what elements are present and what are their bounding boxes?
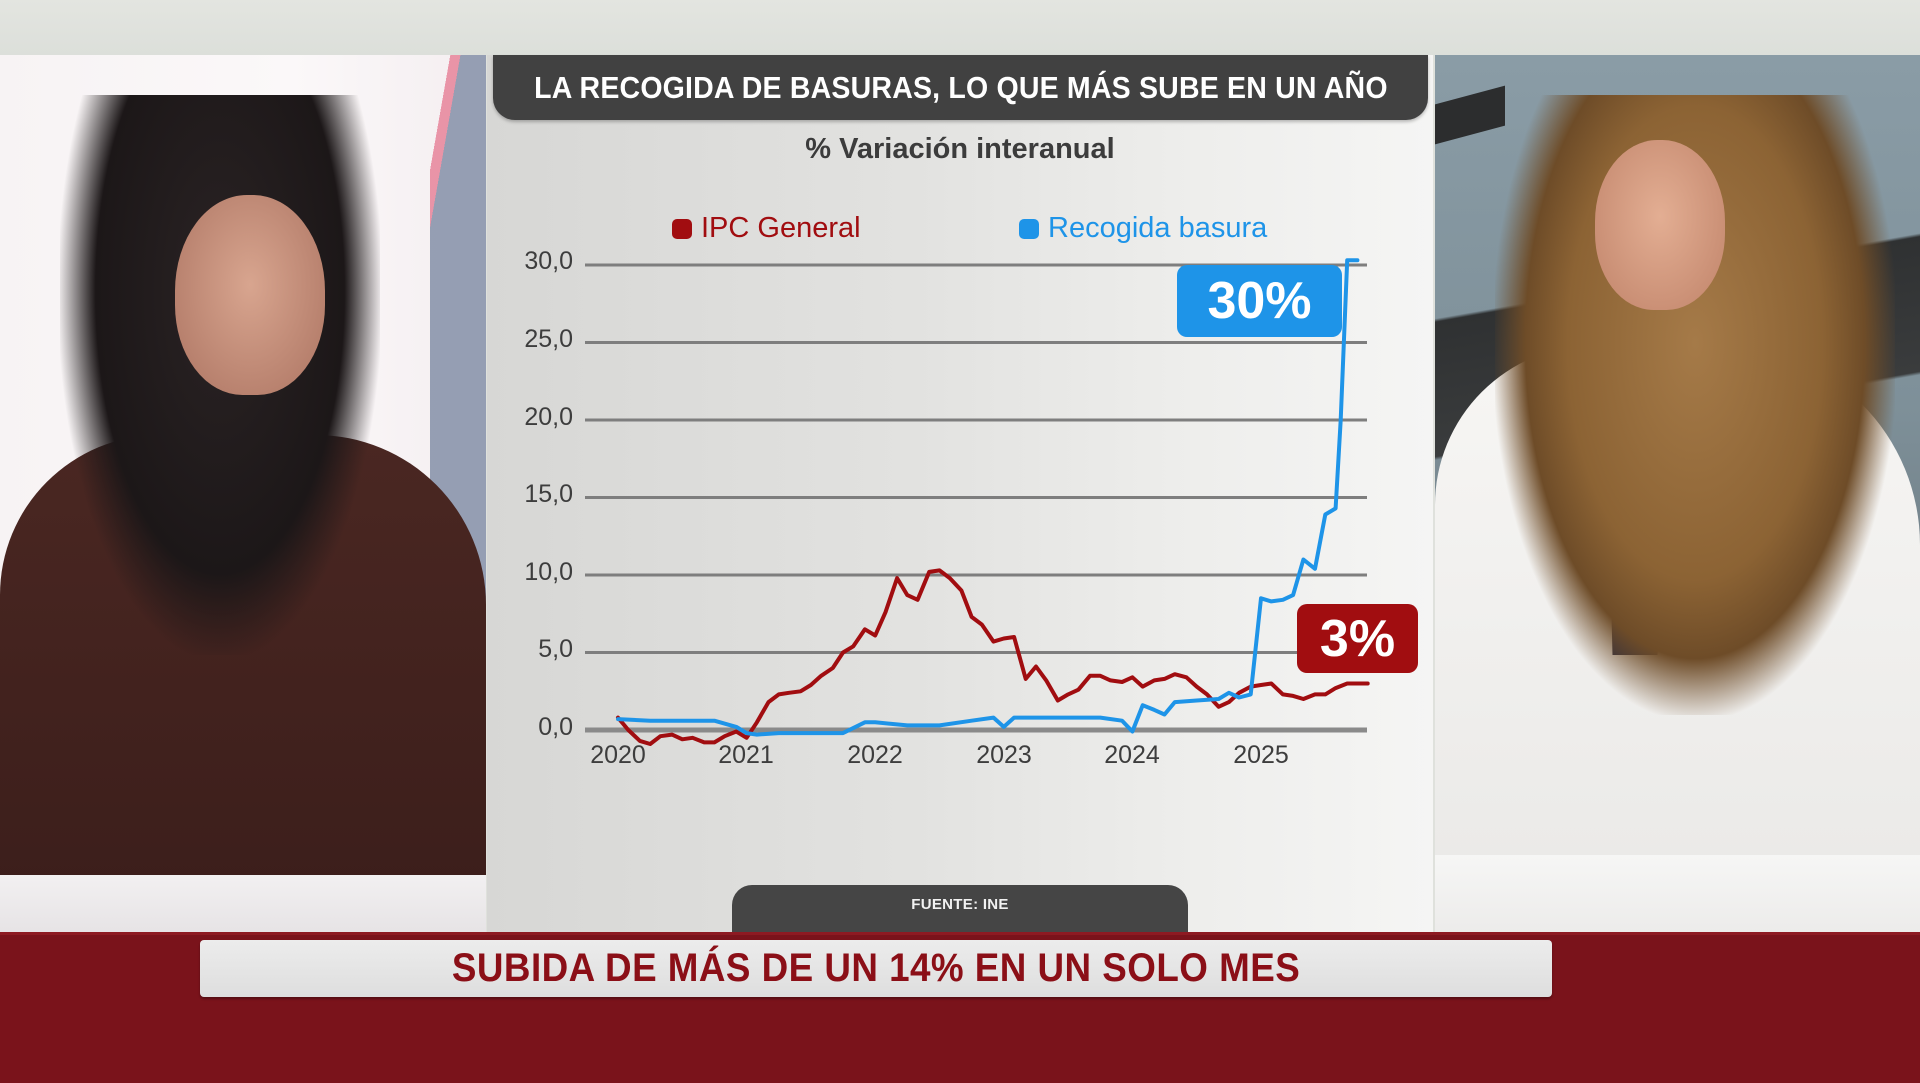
right-guest-video xyxy=(1435,55,1920,932)
x-tick-label: 2021 xyxy=(718,741,774,769)
studio-desk xyxy=(1435,855,1920,932)
recogida-value-badge: 30% xyxy=(1177,265,1342,337)
y-tick-label: 0,0 xyxy=(538,713,573,741)
legend-label-ipc: IPC General xyxy=(701,212,861,244)
headline-text: SUBIDA DE MÁS DE UN 14% EN UN SOLO MES xyxy=(451,946,1301,990)
y-tick-label: 20,0 xyxy=(524,403,573,431)
recogida-swatch-icon xyxy=(1019,218,1039,239)
source-label: FUENTE: INE xyxy=(911,896,1009,913)
recogida-basura-line xyxy=(616,258,1360,737)
presenter-face xyxy=(175,195,325,395)
y-tick-label: 5,0 xyxy=(538,635,573,663)
guest-face xyxy=(1595,140,1725,310)
x-tick-label: 2022 xyxy=(847,741,903,769)
x-tick-label: 2025 xyxy=(1233,741,1289,769)
line-chart-plot xyxy=(585,258,1370,746)
source-tab: FUENTE: INE xyxy=(732,885,1188,932)
legend-label-recogida: Recogida basura xyxy=(1048,212,1268,244)
left-presenter-video xyxy=(0,55,486,932)
ipc-value-badge: 3% xyxy=(1297,604,1418,673)
y-tick-label: 25,0 xyxy=(524,325,573,353)
chart-legend: IPC General Recogida basura xyxy=(487,212,1433,248)
top-strip xyxy=(0,0,1920,55)
chart-title: LA RECOGIDA DE BASURAS, LO QUE MÁS SUBE … xyxy=(533,69,1388,105)
chart-subtitle: % Variación interanual xyxy=(805,133,1115,165)
y-tick-label: 10,0 xyxy=(524,558,573,586)
ipc-general-line xyxy=(616,568,1370,746)
y-tick-label: 30,0 xyxy=(524,247,573,275)
studio-desk xyxy=(0,875,486,932)
headline-banner: SUBIDA DE MÁS DE UN 14% EN UN SOLO MES xyxy=(200,940,1552,997)
lower-third: SUBIDA DE MÁS DE UN 14% EN UN SOLO MES xyxy=(0,932,1920,1083)
x-tick-label: 2020 xyxy=(590,741,646,769)
y-tick-label: 15,0 xyxy=(524,480,573,508)
x-tick-label: 2024 xyxy=(1104,741,1160,769)
ipc-swatch-icon xyxy=(672,218,692,239)
legend-item-recogida: Recogida basura xyxy=(1019,212,1267,245)
chart-title-bar: LA RECOGIDA DE BASURAS, LO QUE MÁS SUBE … xyxy=(493,55,1428,120)
legend-item-ipc: IPC General xyxy=(672,212,861,245)
x-tick-label: 2023 xyxy=(976,741,1032,769)
chart-graphic-panel: LA RECOGIDA DE BASURAS, LO QUE MÁS SUBE … xyxy=(487,55,1433,932)
